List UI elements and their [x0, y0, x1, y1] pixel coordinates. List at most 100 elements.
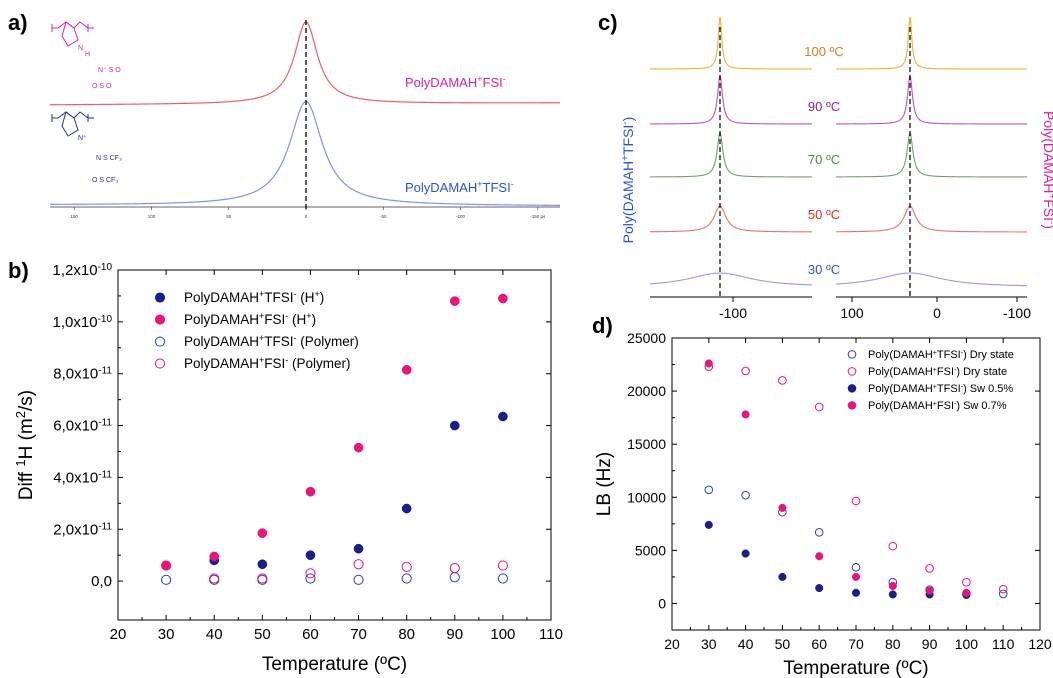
data-point-series-1: [925, 564, 934, 573]
x-tick-label: 80: [398, 626, 415, 643]
legend-marker-3: [847, 401, 857, 410]
data-point-series-3: [851, 572, 861, 581]
y-tick-label: 6,0x10-11: [53, 417, 112, 435]
data-point-series-0: [449, 420, 460, 431]
legend-label-0: Poly(DAMAH+TFSI-) Dry state: [868, 349, 1014, 361]
data-point-series-0: [704, 485, 714, 495]
x-tick-label: 120: [1028, 636, 1052, 652]
temperature-label: 70 ºC: [808, 152, 840, 167]
data-point-series-0: [353, 543, 364, 554]
data-point-series-2: [497, 573, 508, 584]
data-point-series-2: [851, 588, 861, 597]
plot-frame: [671, 337, 1041, 631]
x-tick-label: 30: [158, 626, 175, 643]
legend-marker-2: [154, 336, 166, 347]
data-point-series-1: [998, 584, 1008, 594]
x-tick-label: 0: [305, 214, 308, 219]
nmr-spectra-plot: 150 100 50 0 -50 -100 -150 ps: [49, 20, 561, 219]
data-point-series-0: [741, 490, 750, 500]
data-point-series-2: [888, 590, 897, 599]
temperature-label: 30 ºC: [808, 262, 840, 277]
left-x-tick-label: -100: [719, 305, 747, 321]
panel-label-c: c): [598, 10, 618, 35]
svg-text:H: H: [85, 51, 90, 58]
legend-marker-1: [847, 367, 857, 376]
temperature-label: 90 ºC: [808, 99, 840, 114]
legend-label-2: PolyDAMAH+TFSI- (Polymer): [184, 333, 359, 349]
y-tick-label: 20000: [627, 383, 666, 399]
data-point-series-1: [449, 296, 460, 306]
linewidth-scatter-plot: 20 30 40 50 60 70 80 90 100 110 120 0 5000 10000 15000…: [594, 330, 1052, 678]
vt-spectrum-4-1: [835, 272, 1028, 287]
data-point-series-3: [962, 588, 971, 597]
data-point-series-0: [257, 559, 268, 570]
data-point-series-1: [741, 366, 750, 376]
legend-marker-2: [847, 384, 857, 393]
data-point-series-3: [161, 560, 172, 571]
data-point-series-1: [851, 496, 861, 506]
x-tick-label: 70: [848, 636, 864, 652]
x-axis-title: Temperature (ºC): [783, 658, 928, 678]
legend-label-3: PolyDAMAH+FSI- (Polymer): [184, 355, 351, 371]
data-point-series-0: [498, 411, 508, 422]
svg-text:N⁺: N⁺: [78, 135, 87, 142]
vt-spectrum-2-0: [650, 131, 812, 178]
x-tick-label: 40: [206, 626, 223, 643]
y-tick-label: 0,0: [91, 573, 112, 590]
data-point-series-3: [704, 359, 713, 368]
right-x-tick-label: 0: [933, 305, 941, 321]
data-point-series-0: [851, 563, 861, 572]
x-tick-label: 50: [226, 214, 232, 219]
x-tick-label: -100: [456, 214, 466, 219]
x-tick-label: 110: [992, 636, 1015, 652]
data-point-series-0: [998, 589, 1008, 599]
data-point-series-2: [401, 573, 412, 584]
legend-label-1: Poly(DAMAH+FSI-) Dry state: [868, 366, 1007, 378]
y-tick-label: 0: [658, 595, 666, 611]
y-tick-label: 1,0x10-10: [53, 313, 113, 331]
data-point-series-0: [814, 528, 824, 537]
x-tick-label: 30: [701, 636, 717, 652]
data-point-series-2: [778, 572, 787, 581]
x-tick-label: 80: [885, 636, 901, 652]
vt-spectrum-1-0: [650, 74, 812, 125]
left-axis-label: Poly(DAMAH+TFSI-): [620, 117, 637, 244]
data-point-series-2: [741, 549, 750, 558]
y-axis-title: Diff 1H (m2/s): [13, 390, 38, 500]
vt-spectrum-3-0: [650, 205, 812, 233]
panel-label-b: b): [8, 258, 29, 283]
temperature-label: 100 ºC: [804, 44, 843, 59]
panel-d: d) 20 30 40 50 60 70 80 90 100 110 120 0 5000 10000 15…: [592, 313, 1052, 678]
x-tick-label: 100: [955, 636, 979, 652]
svg-text:O S O: O S O: [92, 83, 112, 90]
x-tick-label: 110: [539, 626, 563, 643]
vt-spectrum-3-1: [836, 205, 1027, 233]
diffusion-scatter-plot: 20 30 40 50 60 70 80 90 100 110 0,0 2,0x10-11 4,0x10…: [13, 262, 563, 676]
vt-spectrum-2-1: [836, 131, 1027, 178]
x-tick-label: 150: [70, 214, 78, 219]
y-tick-label: 10000: [627, 489, 666, 505]
structure-tfsi: N⁺ N S CF₃ O S CF₃: [51, 111, 122, 184]
data-point-series-3: [815, 552, 824, 561]
svg-text:N S CF₃: N S CF₃: [96, 155, 122, 162]
x-tick-label: 50: [254, 626, 271, 643]
legend-marker-3: [154, 358, 166, 369]
data-point-series-3: [888, 581, 897, 590]
series-label-tfsi: PolyDAMAH+TFSI-: [405, 179, 514, 195]
data-point-series-2: [353, 574, 364, 585]
data-point-series-1: [305, 486, 316, 497]
data-point-series-3: [257, 573, 268, 584]
panel-label-d: d): [592, 313, 613, 338]
panel-b: b) 20 30 40 50 60 70 80 90 100 110 0,0 2,0x10-11 4,0…: [8, 258, 563, 675]
spectrum-1: [50, 100, 561, 206]
data-point-series-3: [305, 568, 316, 579]
right-axis-label: Poly(DAMAH+FSI-): [1041, 111, 1053, 229]
svg-text:N: N: [78, 45, 83, 52]
data-point-series-1: [353, 442, 364, 453]
data-point-series-1: [778, 376, 787, 385]
data-point-series-1: [257, 528, 268, 538]
y-tick-label: 2,0x10-11: [53, 521, 112, 539]
legend-label-0: PolyDAMAH+TFSI- (H+): [184, 289, 324, 305]
x-tick-label: 40: [738, 636, 754, 652]
